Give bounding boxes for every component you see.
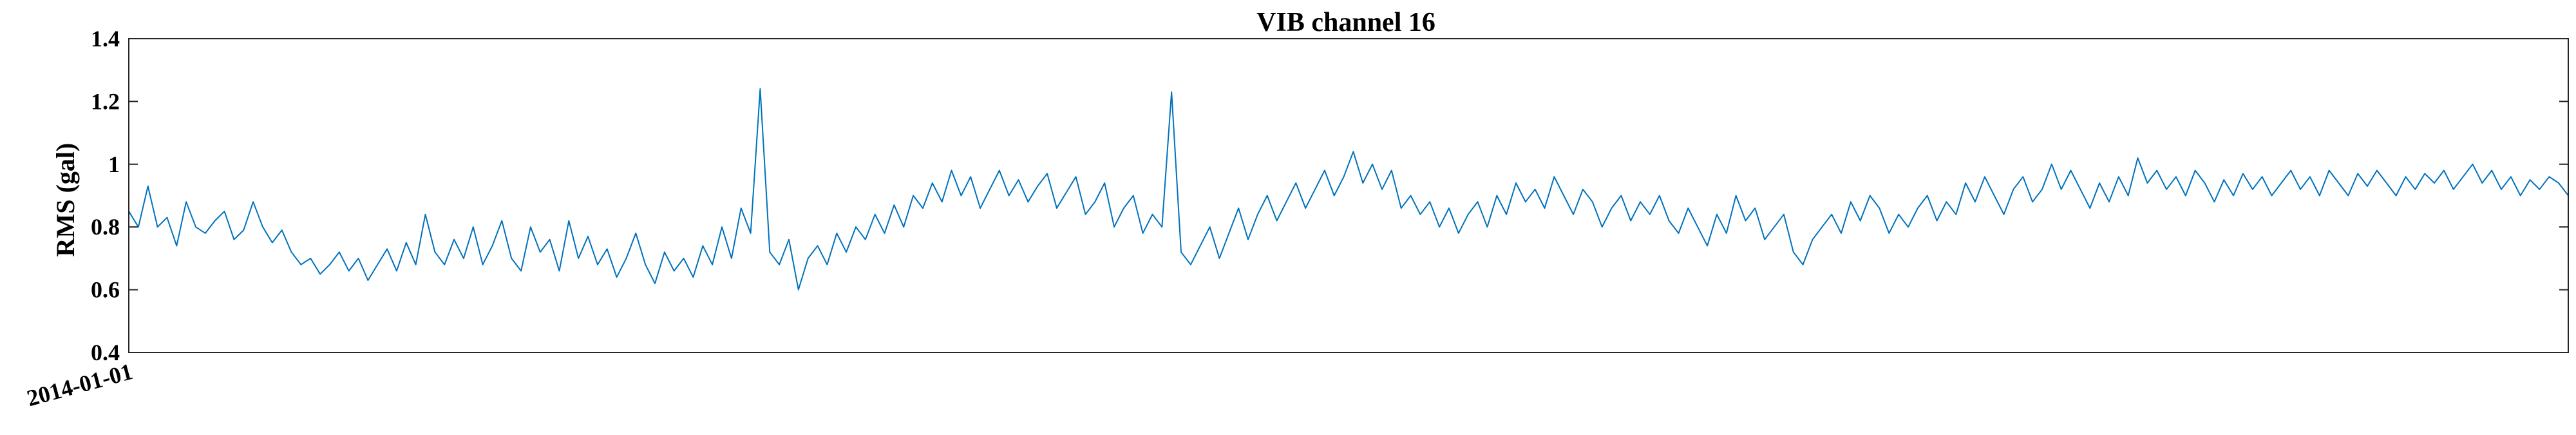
y-tick-label: 1.4 xyxy=(91,26,120,52)
x-tick-label: 2014-01-01 xyxy=(24,358,135,411)
y-axis-label: RMS (gal) xyxy=(51,143,80,257)
y-tick-label: 1.2 xyxy=(91,88,120,114)
series-line-0 xyxy=(128,88,2569,291)
chart-title: VIB channel 16 xyxy=(1256,8,1435,37)
series-group xyxy=(128,88,2569,291)
y-tick-label: 0.6 xyxy=(91,277,120,303)
y-tick-label: 1 xyxy=(108,151,120,177)
x-axis: 2014-01-01 xyxy=(24,358,135,411)
y-tick-label: 0.4 xyxy=(91,340,120,365)
y-tick-label: 0.8 xyxy=(91,214,120,240)
plot-area xyxy=(128,38,2569,353)
y-axis: 0.4 0.6 0.8 1 1.2 1.4 xyxy=(91,26,2568,365)
